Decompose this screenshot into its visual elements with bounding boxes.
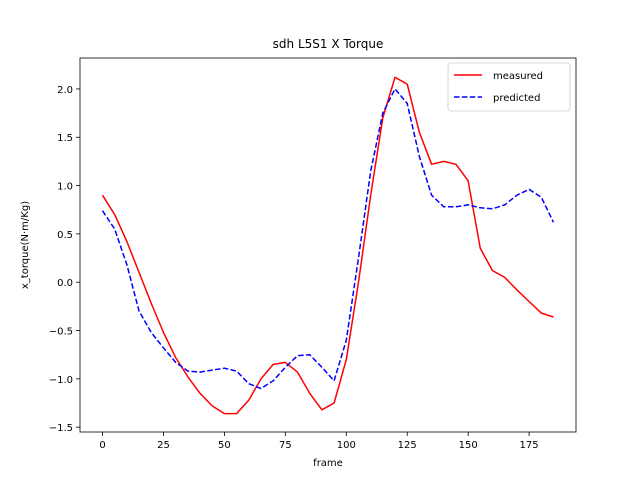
x-tick-label: 25 bbox=[157, 440, 170, 451]
plot-area bbox=[79, 57, 577, 433]
x-tick-label: 100 bbox=[337, 440, 356, 451]
y-tick-label: 0.5 bbox=[57, 230, 73, 241]
series-lines bbox=[101, 76, 555, 415]
series-line-predicted bbox=[101, 88, 555, 390]
y-tick-label: 1.0 bbox=[57, 182, 73, 193]
legend-label-predicted: predicted bbox=[493, 93, 540, 104]
y-tick-label: −1.5 bbox=[49, 423, 73, 434]
x-tick-label: 125 bbox=[398, 440, 417, 451]
x-tick-label: 0 bbox=[99, 440, 105, 451]
x-tick-label: 50 bbox=[218, 440, 231, 451]
y-axis: −1.5 −1.0 −0.5 0.0 0.5 1.0 1.5 2.0 bbox=[49, 85, 80, 434]
y-tick-label: −0.5 bbox=[49, 327, 73, 338]
chart-title: sdh L5S1 X Torque bbox=[273, 37, 384, 51]
y-axis-label: x_torque(N·m/Kg) bbox=[20, 201, 31, 289]
y-tick-label: 2.0 bbox=[57, 85, 73, 96]
y-tick-label: 1.5 bbox=[57, 133, 73, 144]
legend: measured predicted bbox=[447, 62, 571, 112]
x-axis: 0 25 50 75 100 125 150 175 bbox=[99, 432, 539, 451]
x-tick-label: 150 bbox=[459, 440, 478, 451]
x-tick-label: 75 bbox=[279, 440, 292, 451]
series-line-measured bbox=[101, 76, 554, 415]
y-tick-label: 0.0 bbox=[57, 278, 73, 289]
y-tick-label: −1.0 bbox=[49, 375, 73, 386]
x-tick-label: 175 bbox=[520, 440, 539, 451]
x-axis-label: frame bbox=[313, 458, 343, 469]
legend-label-measured: measured bbox=[493, 71, 543, 82]
